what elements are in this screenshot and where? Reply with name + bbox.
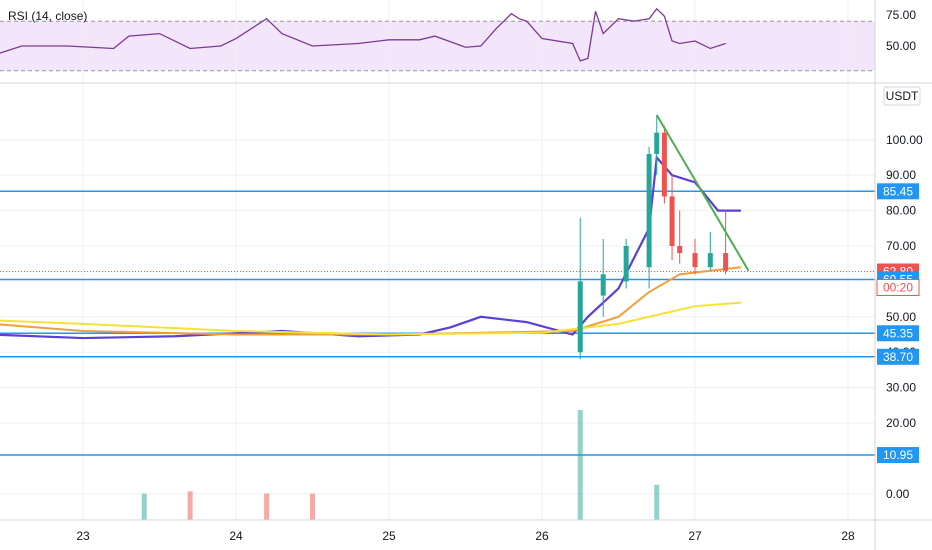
price-tick-label: 50.00 — [886, 310, 916, 324]
candle-body[interactable] — [577, 281, 583, 353]
volume-bar — [264, 493, 270, 520]
time-tick-label: 23 — [76, 529, 90, 543]
axes: 232425262728100.0090.0080.0070.0050.0040… — [76, 8, 923, 543]
time-tick-label: 25 — [382, 529, 396, 543]
currency-button[interactable]: USDT — [883, 86, 921, 106]
price-tick-label: 30.00 — [886, 381, 916, 395]
price-tick-label: 80.00 — [886, 204, 916, 218]
rsi-tick-label: 75.00 — [886, 8, 916, 22]
volume-bar — [654, 484, 660, 520]
volume-bar — [141, 493, 147, 520]
rsi-line — [0, 7, 726, 62]
rsi-legend-label[interactable]: RSI (14, close) — [8, 9, 87, 23]
price-label-box — [877, 183, 919, 200]
price-tick-label: 20.00 — [886, 416, 916, 430]
moving-averages — [0, 154, 742, 340]
ma-slow-line — [0, 301, 741, 336]
candle-body[interactable] — [661, 132, 667, 197]
candle-body[interactable] — [600, 274, 606, 296]
ma-mid-line — [0, 266, 742, 336]
volume-bar — [187, 491, 193, 520]
currency-label: USDT — [886, 89, 919, 103]
volume-bars — [141, 410, 660, 520]
countdown-box — [876, 278, 920, 296]
candle-body[interactable] — [723, 253, 729, 271]
volume-bar — [310, 493, 315, 520]
rsi-band — [0, 21, 875, 71]
price-tick-label: 90.00 — [886, 168, 916, 182]
time-tick-label: 24 — [229, 529, 243, 543]
price-label-text: 45.35 — [883, 326, 913, 340]
candle-body[interactable] — [654, 132, 660, 154]
candle-body[interactable] — [623, 246, 629, 282]
candle-body[interactable] — [669, 196, 675, 246]
candles[interactable] — [577, 115, 729, 360]
trend-lines[interactable] — [655, 114, 750, 272]
grid-lines — [0, 0, 875, 520]
countdown-text: 00:20 — [883, 280, 913, 294]
price-label-box — [877, 447, 919, 464]
price-label-box — [877, 348, 919, 365]
rsi-tick-label: 50.00 — [886, 39, 916, 53]
price-label-text: 85.45 — [883, 184, 913, 198]
price-label-text: 10.95 — [883, 448, 913, 462]
price-tick-label: 100.00 — [886, 133, 923, 147]
price-label-text: 38.70 — [883, 350, 913, 364]
time-tick-label: 27 — [688, 529, 702, 543]
candle-body[interactable] — [646, 153, 652, 268]
time-tick-label: 26 — [535, 529, 549, 543]
price-tick-label: 70.00 — [886, 239, 916, 253]
rsi-panel — [0, 7, 875, 72]
candle-body[interactable] — [677, 246, 683, 254]
price-tick-label: 0.00 — [886, 487, 910, 501]
volume-bar — [577, 410, 583, 520]
candle-body[interactable] — [692, 253, 698, 268]
price-label-box — [877, 325, 919, 342]
candle-body[interactable] — [707, 253, 713, 268]
time-tick-label: 28 — [841, 529, 855, 543]
trend-line[interactable] — [655, 114, 750, 272]
